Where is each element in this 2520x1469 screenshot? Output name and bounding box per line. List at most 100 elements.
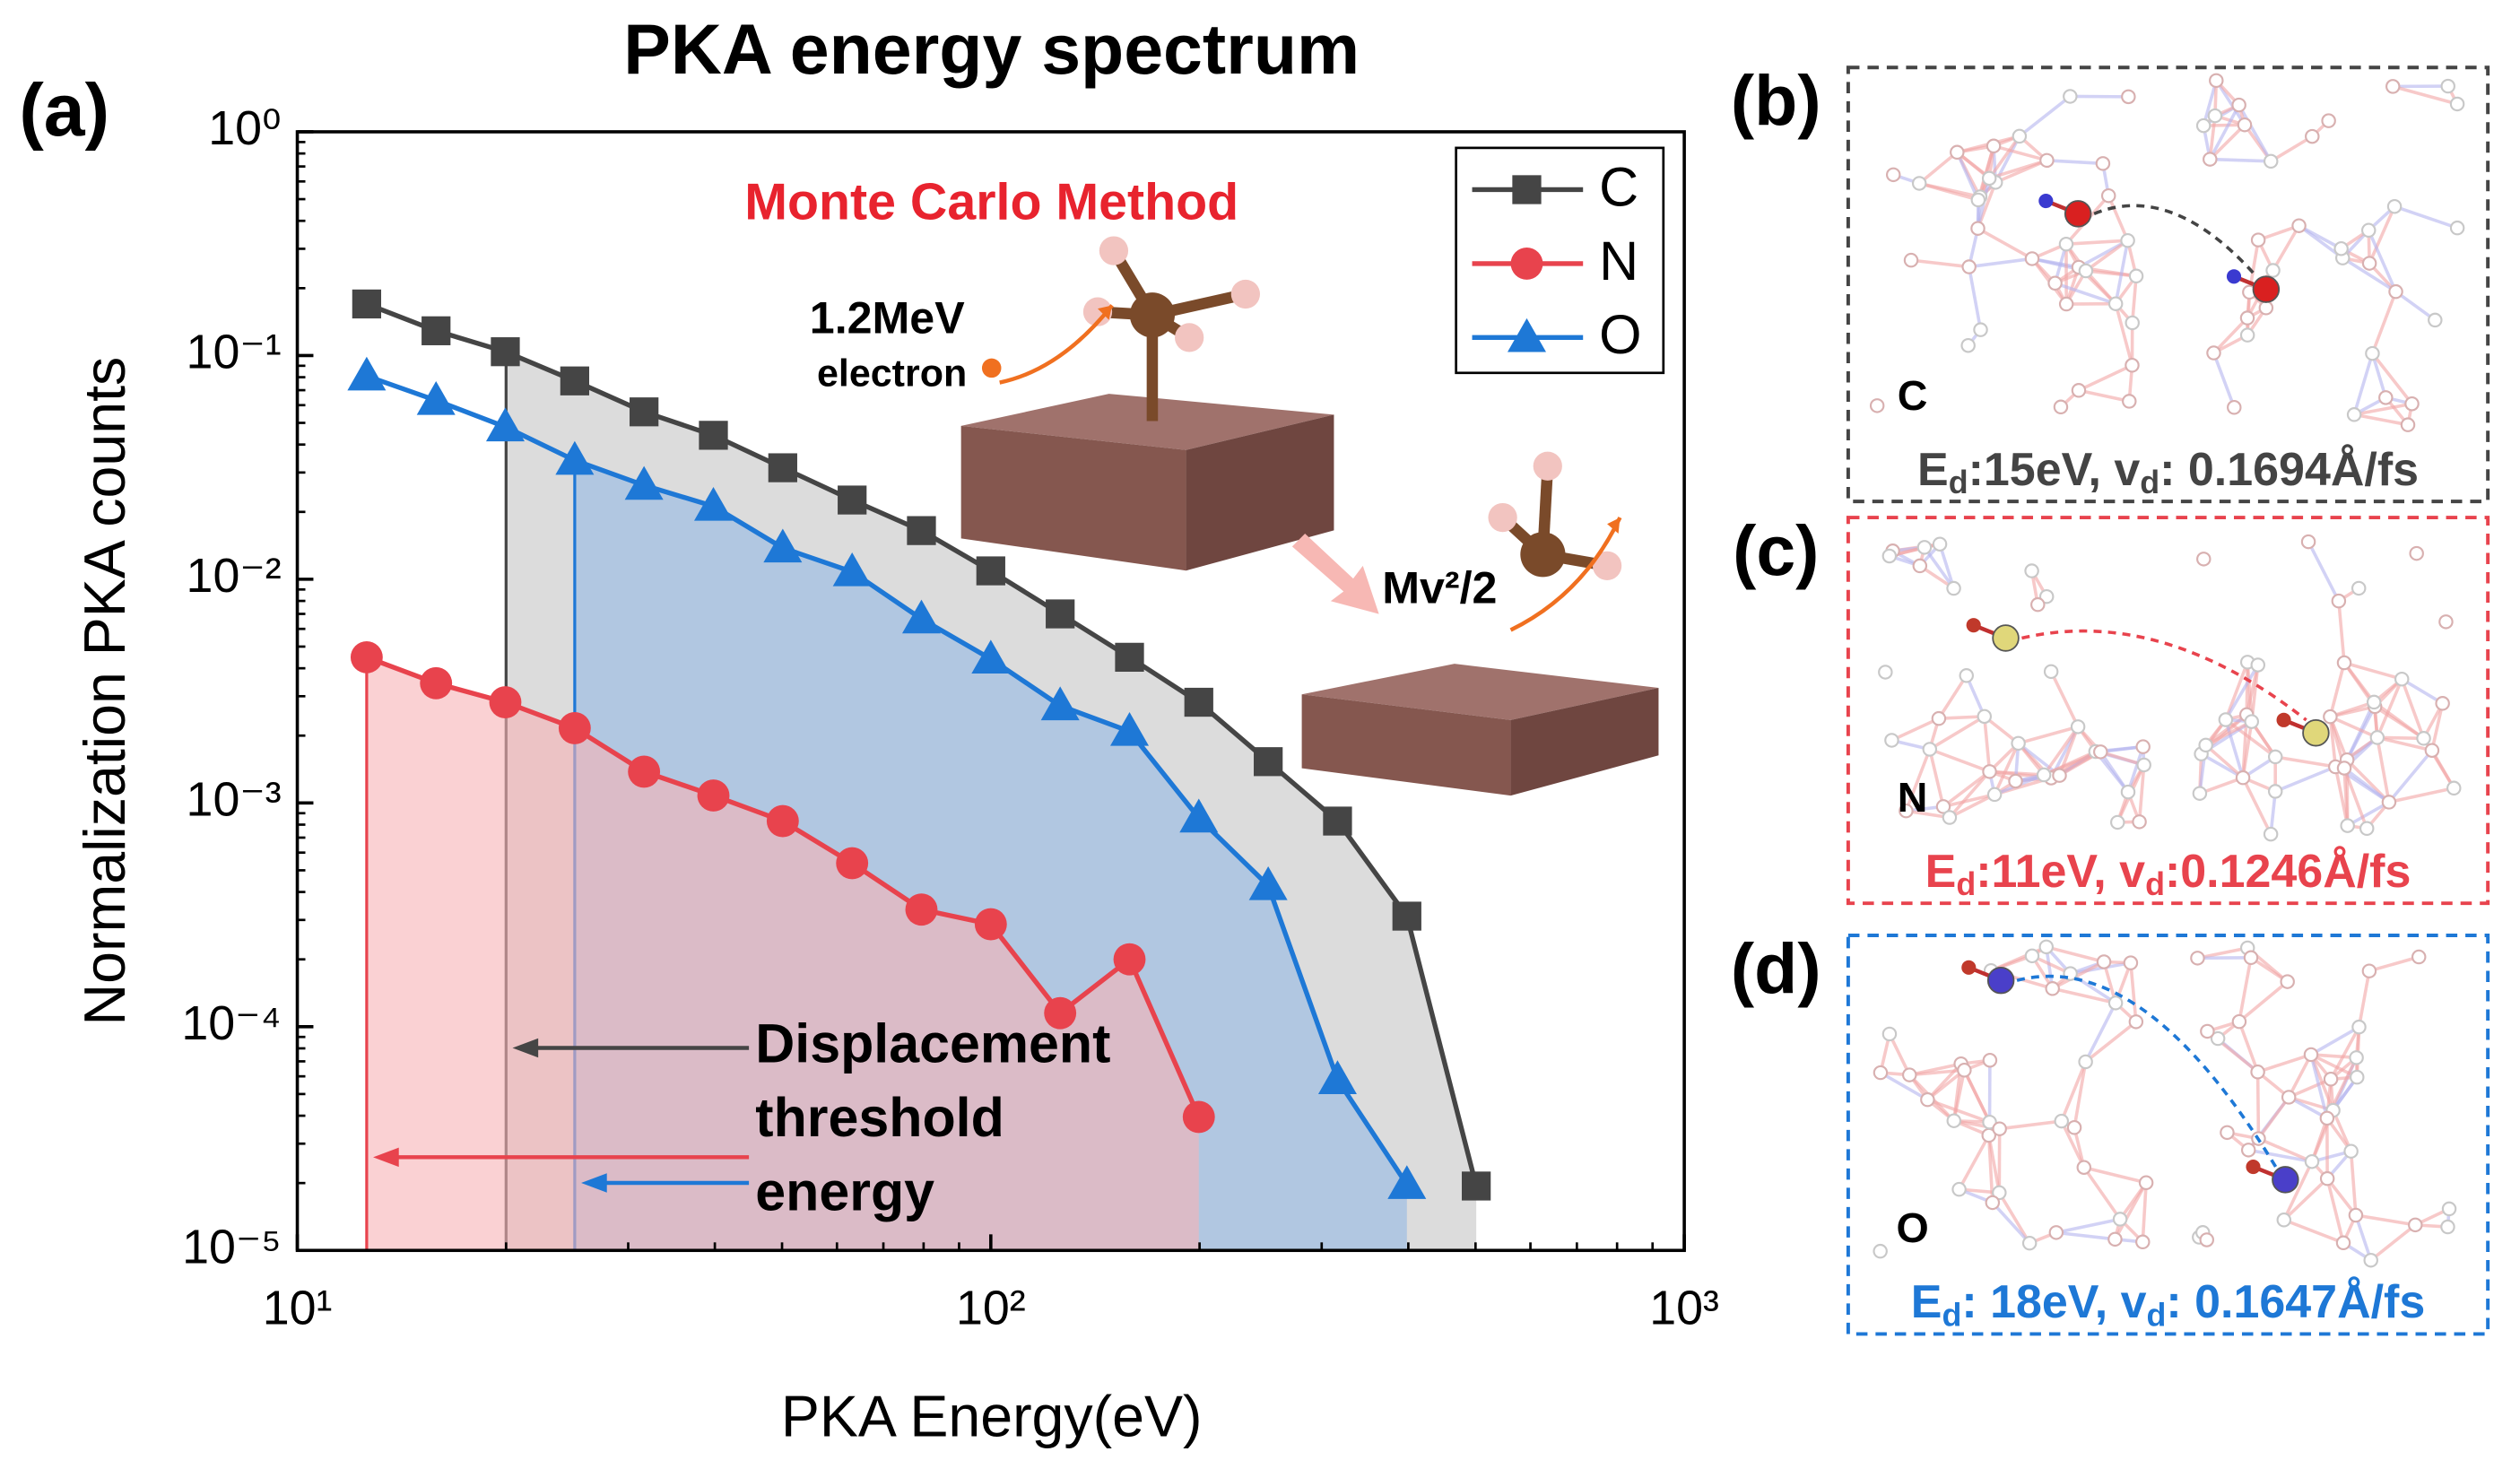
atom xyxy=(2045,981,2060,996)
atom xyxy=(2346,407,2362,422)
marker xyxy=(1512,175,1542,204)
atom xyxy=(2207,108,2223,124)
highlight-atom xyxy=(2064,200,2092,228)
bond xyxy=(2078,388,2130,404)
bond xyxy=(2357,970,2371,1028)
highlight-atom xyxy=(2272,1166,2299,1194)
annotation: electron xyxy=(817,352,967,396)
bond xyxy=(2329,1026,2361,1081)
atom xyxy=(1878,665,1893,680)
bond xyxy=(2099,751,2130,794)
bond xyxy=(2329,700,2375,718)
atom xyxy=(2319,1110,2335,1126)
atom xyxy=(2008,773,2023,789)
marker xyxy=(420,666,453,700)
atom xyxy=(2053,399,2069,415)
atom xyxy=(2349,1050,2364,1065)
bond xyxy=(2084,1002,2117,1063)
atom xyxy=(2336,655,2352,671)
panel: (d)OEd: 18eV, vd: 0.1647Å/fs xyxy=(1731,929,2490,1336)
bond xyxy=(2368,205,2396,265)
marker xyxy=(1462,1171,1491,1201)
bond xyxy=(2401,677,2444,705)
atom xyxy=(2365,345,2380,361)
atom xyxy=(2024,563,2039,578)
legend-label: N xyxy=(1599,230,1638,291)
atom xyxy=(2340,818,2355,833)
marker xyxy=(1507,317,1546,352)
atom xyxy=(2351,580,2367,596)
atom xyxy=(2120,784,2136,800)
bond xyxy=(2387,749,2434,804)
panel-frame xyxy=(1846,65,2490,504)
atom xyxy=(2267,749,2283,765)
annotation: energy xyxy=(755,1160,934,1221)
atom xyxy=(2250,232,2266,248)
caption-text: :15eV, v xyxy=(1968,444,2141,496)
bond xyxy=(2369,1223,2417,1262)
atom xyxy=(2107,995,2124,1011)
atom xyxy=(1935,799,1951,814)
bond xyxy=(1968,256,2033,269)
bond xyxy=(1997,1191,2031,1245)
atom xyxy=(2361,256,2377,271)
atom xyxy=(2190,951,2205,966)
bond xyxy=(2209,123,2246,161)
trajectory xyxy=(999,304,1114,385)
bond xyxy=(1938,715,1985,720)
bond xyxy=(2349,1151,2358,1216)
bond xyxy=(2197,946,2248,960)
bond xyxy=(2274,755,2336,769)
bond xyxy=(2328,662,2346,717)
atom xyxy=(1961,259,1977,274)
caption-text: : 0.1694Å/fs xyxy=(2159,444,2419,496)
bond xyxy=(2082,1166,2122,1221)
y-tick-label: 10⁻⁵ xyxy=(182,1220,281,1273)
bond xyxy=(1938,543,1956,589)
atom xyxy=(2196,552,2212,567)
bond xyxy=(2325,1178,2345,1244)
slab-front xyxy=(960,425,1186,571)
atom xyxy=(1520,532,1566,578)
marker xyxy=(974,908,1007,941)
marker xyxy=(491,337,520,367)
y-tick-label: 10⁻² xyxy=(187,549,282,603)
y-tick-label: 10⁻³ xyxy=(187,773,282,827)
bond xyxy=(2210,157,2272,163)
bond xyxy=(2141,1182,2148,1242)
atom xyxy=(1986,138,2002,154)
atom xyxy=(2096,954,2112,969)
bond xyxy=(2368,955,2420,973)
bond xyxy=(2204,720,2253,747)
atom xyxy=(1884,733,1899,748)
marker xyxy=(416,380,456,415)
bond xyxy=(2394,290,2437,322)
atom xyxy=(2048,1225,2064,1240)
bond xyxy=(2129,962,2138,1022)
marker xyxy=(624,465,664,500)
marker xyxy=(832,552,872,587)
bond xyxy=(2130,275,2138,324)
bond xyxy=(2247,1148,2313,1163)
bond xyxy=(1993,743,2020,795)
bond xyxy=(2046,159,2104,166)
atom xyxy=(2121,89,2136,105)
atom xyxy=(2386,198,2403,214)
slab-top xyxy=(1301,664,1659,720)
bond xyxy=(2018,95,2072,138)
area-fill xyxy=(366,656,1199,1251)
annotation: 1.2MeV xyxy=(810,293,965,343)
atom xyxy=(1982,1053,1998,1068)
atom xyxy=(2218,712,2234,727)
atom xyxy=(2363,1252,2378,1268)
atom xyxy=(2323,1072,2339,1087)
marker xyxy=(1248,866,1288,900)
atom xyxy=(1533,451,1562,481)
marker xyxy=(766,804,799,838)
atom xyxy=(2400,417,2416,432)
atom xyxy=(2361,963,2377,978)
atom xyxy=(2058,296,2074,312)
slab-front xyxy=(1301,694,1511,796)
atom xyxy=(1129,292,1176,338)
bond xyxy=(1962,1069,1992,1123)
